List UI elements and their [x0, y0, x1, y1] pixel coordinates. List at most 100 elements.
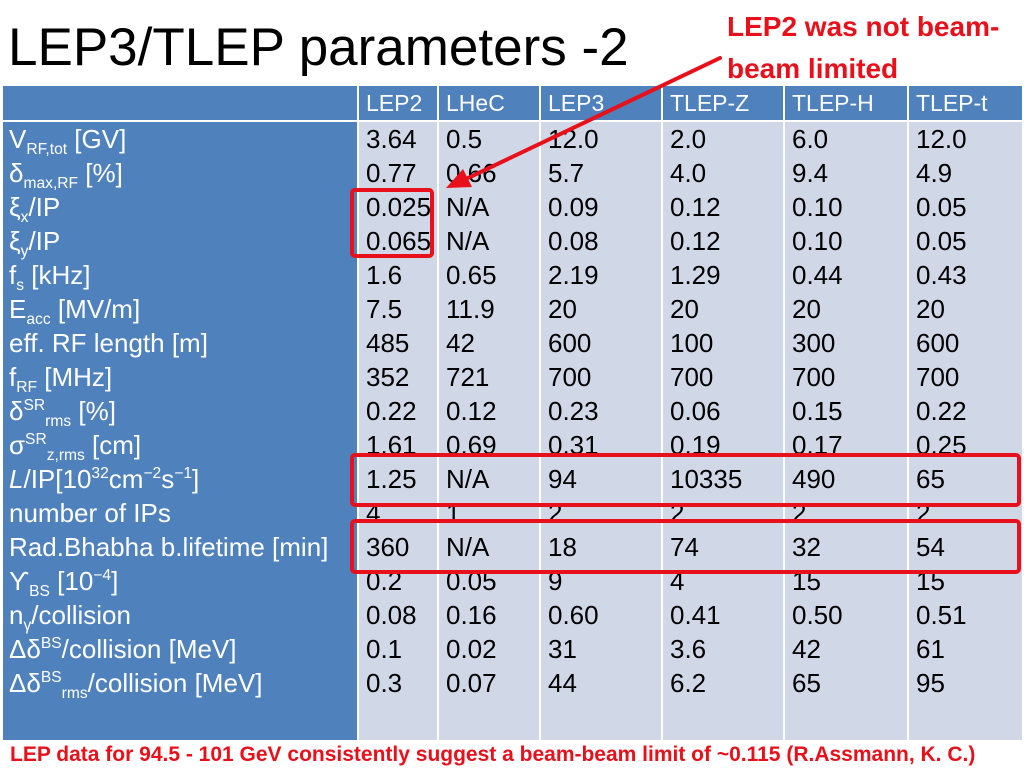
label-text: [%]: [71, 396, 116, 426]
row-label: Rad.Bhabha b.lifetime [min]: [9, 530, 328, 564]
value-cell: 700: [792, 362, 836, 392]
value-cell: 4: [670, 566, 685, 596]
value-cell: 2: [548, 498, 563, 528]
row-label: ξy/IP: [9, 224, 60, 260]
value-cell: 700: [670, 362, 714, 392]
row-label: ξx/IP: [9, 190, 61, 227]
label-text: [MHz]: [37, 362, 113, 392]
data-column-bg: [541, 122, 661, 740]
value-cell: 0.09: [548, 192, 599, 222]
table-row: eff. RF length [m] 485 42 600 100 300 600: [0, 326, 1024, 360]
value-cell: 42: [792, 634, 821, 664]
value-cell: 18: [548, 532, 577, 562]
footer-note: LEP data for 94.5 - 101 GeV consistently…: [10, 743, 976, 766]
value-cell: 0.05: [916, 192, 967, 222]
value-cell: 44: [548, 668, 577, 698]
label-superscript: −1: [174, 464, 192, 482]
value-cell: 0.02: [446, 634, 497, 664]
label-subscript: x: [20, 209, 29, 227]
label-text: ξ: [9, 226, 21, 256]
value-cell: 2.19: [548, 260, 599, 290]
value-cell: 0.19: [670, 430, 721, 460]
label-text: L: [9, 464, 24, 494]
column-header-lep3: LEP3: [541, 86, 661, 120]
value-cell: 0.08: [548, 226, 599, 256]
label-text: ]: [111, 566, 119, 596]
table-row: δSRrms [%] 0.22 0.12 0.23 0.06 0.15 0.22: [0, 394, 1024, 430]
label-text: [kHz]: [24, 260, 91, 290]
value-cell: 700: [548, 362, 592, 392]
value-cell: 352: [366, 362, 410, 392]
label-text: σ: [9, 430, 26, 460]
table-row: VRF,tot [GV] 3.64 0.5 12.0 2.0 6.0 12.0: [0, 122, 1024, 158]
value-cell: 600: [548, 328, 592, 358]
value-cell: 0.66: [446, 158, 497, 188]
label-superscript: BS: [40, 668, 62, 686]
value-cell: 32: [792, 532, 821, 562]
value-cell: 4.9: [916, 158, 953, 188]
label-text: Rad.Bhabha b.lifetime [min]: [9, 532, 329, 562]
value-cell: 4: [366, 498, 381, 528]
label-subscript: γ: [23, 617, 32, 635]
label-superscript: SR: [23, 396, 46, 414]
label-text: [cm]: [84, 430, 142, 460]
value-cell: 0.12: [446, 396, 497, 426]
row-label: Eacc [MV/m]: [9, 292, 140, 329]
value-cell: 700: [916, 362, 960, 392]
value-cell: N/A: [446, 226, 490, 256]
label-text: s: [161, 464, 175, 494]
row-label: σSRz,rms [cm]: [9, 428, 142, 465]
label-superscript: 32: [91, 464, 109, 482]
value-cell: 0.50: [792, 600, 843, 630]
value-cell: 0.44: [792, 260, 843, 290]
value-cell: 0.43: [916, 260, 967, 290]
value-cell: 0.69: [446, 430, 497, 460]
value-cell: 0.08: [366, 600, 417, 630]
value-cell: 600: [916, 328, 960, 358]
value-cell: 0.17: [792, 430, 843, 460]
row-label: number of IPs: [9, 496, 171, 530]
value-cell: 11.9: [446, 294, 495, 324]
value-cell: 0.12: [670, 226, 721, 256]
value-cell: N/A: [446, 464, 490, 494]
value-cell: 1.29: [670, 260, 721, 290]
column-header-tlep-t: TLEP-t: [909, 86, 1022, 120]
label-column-bg: [3, 122, 357, 740]
label-subscript: rms: [61, 685, 88, 703]
row-label: VRF,tot [GV]: [9, 122, 126, 158]
label-text: eff. RF length [m]: [9, 328, 208, 358]
row-label: δmax,RF [%]: [9, 156, 123, 192]
label-text: δ: [9, 396, 24, 426]
value-cell: 4.0: [670, 158, 707, 188]
value-cell: 1.6: [366, 260, 403, 290]
row-label: fRF [MHz]: [9, 360, 113, 396]
value-cell: 2: [792, 498, 807, 528]
column-header-lhec: LHeC: [439, 86, 539, 120]
table-row: σSRz,rms [cm] 1.61 0.69 0.31 0.19 0.17 0.25: [0, 428, 1024, 465]
label-subscript: acc: [26, 311, 51, 329]
label-text: /IP: [28, 192, 61, 222]
table-row: ΔδBSrms/collision [MeV] 0.3 0.07 44 6.2 65 95: [0, 666, 1024, 703]
row-label: δSRrms [%]: [9, 394, 116, 430]
table-row: L/IP[1032cm−2s−1] 1.25 N/A 94 10335 490 65: [0, 462, 1024, 496]
value-cell: 12.0: [548, 124, 599, 154]
label-superscript: −2: [143, 464, 162, 482]
value-cell: 0.07: [446, 668, 497, 698]
value-cell: 15: [916, 566, 945, 596]
label-subscript: z,rms: [46, 447, 85, 465]
value-cell: 9: [548, 566, 563, 596]
value-cell: 10335: [670, 464, 743, 494]
value-cell: 0.60: [548, 600, 599, 630]
value-cell: 20: [792, 294, 821, 324]
label-text: /collision [MeV]: [87, 668, 263, 698]
value-cell: 721: [446, 362, 490, 392]
table-row: ξx/IP 0.025 N/A 0.09 0.12 0.10 0.05: [0, 190, 1024, 227]
value-cell: 1.25: [366, 464, 417, 494]
table-row: Rad.Bhabha b.lifetime [min] 360 N/A 18 74 32 5…: [0, 530, 1024, 564]
label-superscript: SR: [25, 430, 47, 448]
value-cell: 7.5: [366, 294, 403, 324]
table-row: ΔδBS/collision [MeV] 0.1 0.02 31 3.6 42 61: [0, 632, 1024, 666]
value-cell: 0.16: [446, 600, 497, 630]
label-superscript: −4: [93, 566, 112, 584]
